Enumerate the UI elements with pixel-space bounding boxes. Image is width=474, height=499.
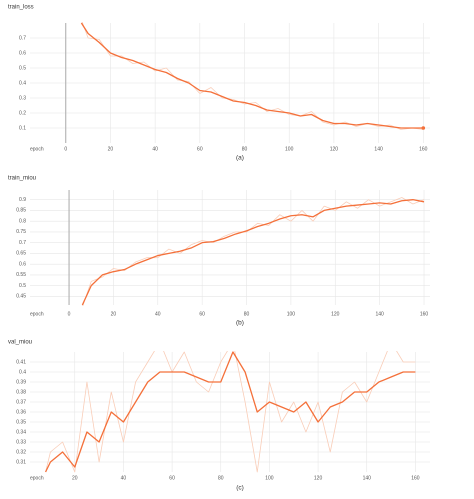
y-tick-label: 0.45 [16,294,26,300]
x-tick-label: 140 [363,475,372,481]
x-tick-label: 100 [287,311,296,317]
x-tick-label: 160 [420,311,429,317]
x-tick-label: 20 [108,146,114,152]
y-tick-label: 0.9 [19,197,26,203]
x-tick-label: 0 [68,311,71,317]
x-tick-label: 100 [265,475,274,481]
plot-area [44,351,416,473]
y-tick-label: 0.75 [16,229,26,235]
x-tick-label: 120 [314,475,323,481]
y-tick-label: 0.4 [19,369,26,375]
y-tick-label: 0.33 [16,439,26,445]
y-tick-label: 0.55 [16,272,26,278]
y-tick-label: 0.1 [19,125,26,131]
figure-caption: (b) [236,320,244,327]
y-tick-label: 0.32 [16,449,26,455]
x-tick-label: 40 [121,475,127,481]
y-tick-label: 0.37 [16,399,26,405]
y-tick-label: 0.7 [19,35,26,41]
x-tick-label: 60 [199,311,205,317]
x-tick-label: 120 [330,146,339,152]
y-tick-label: 0.65 [16,251,26,257]
x-tick-label: 60 [169,475,175,481]
y-tick-label: 0.85 [16,208,26,214]
plot-area [80,22,424,130]
x-tick-label: 140 [375,311,384,317]
x-tick-label: 80 [242,146,248,152]
x-tick-label: 80 [244,311,250,317]
y-tick-label: 0.4 [19,80,26,86]
x-axis-label: epoch [30,311,44,317]
y-tick-label: 0.5 [19,283,26,289]
smoothed-line [44,351,416,473]
y-tick-label: 0.34 [16,429,26,435]
plot-area [81,197,425,306]
y-tick-label: 0.5 [19,65,26,71]
y-tick-label: 0.35 [16,419,26,425]
chart-title: val_miou [8,340,32,346]
y-tick-label: 0.7 [19,240,26,246]
x-tick-label: 0 [64,146,67,152]
y-tick-label: 0.6 [19,261,26,267]
x-axis-label: epoch [30,475,44,481]
x-tick-label: 20 [111,311,117,317]
y-tick-label: 0.3 [19,95,26,101]
figure-caption: (c) [236,485,244,492]
x-tick-label: 80 [218,475,224,481]
raw-line [82,197,425,306]
y-tick-label: 0.31 [16,459,26,465]
y-tick-label: 0.2 [19,110,26,116]
x-tick-label: 100 [285,146,294,152]
x-tick-label: 160 [419,146,428,152]
y-tick-label: 0.39 [16,379,26,385]
end-point [421,126,426,130]
x-tick-label: 160 [411,475,420,481]
raw-line [45,351,416,473]
y-tick-label: 0.38 [16,389,26,395]
y-tick-label: 0.41 [16,359,26,365]
y-tick-label: 0.6 [19,50,26,56]
figure-caption: (a) [236,155,244,162]
x-tick-label: 20 [72,475,78,481]
chart-title: train_loss [8,5,34,11]
smoothed-line [80,22,424,129]
x-axis-label: epoch [30,146,44,152]
x-tick-label: 120 [331,311,340,317]
chart-title: train_miou [8,176,36,182]
x-tick-label: 40 [152,146,158,152]
x-tick-label: 40 [155,311,161,317]
smoothed-line [81,199,425,306]
y-tick-label: 0.36 [16,409,26,415]
x-tick-label: 140 [374,146,383,152]
x-tick-label: 60 [197,146,203,152]
y-tick-label: 0.8 [19,218,26,224]
